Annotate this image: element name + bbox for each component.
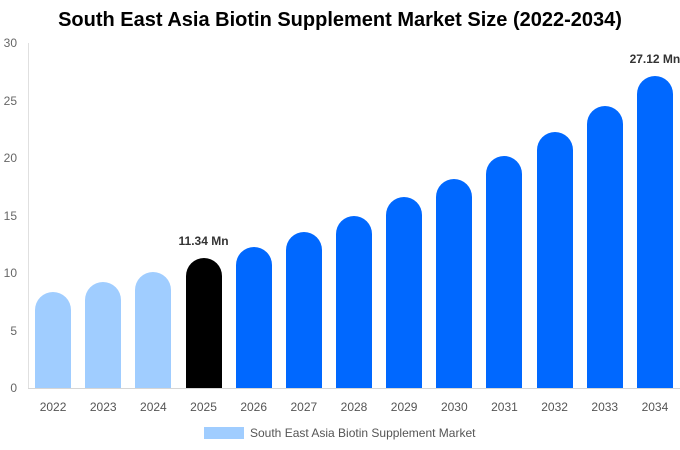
- bar-2034[interactable]: [636, 76, 673, 388]
- x-tick-label: 2032: [541, 400, 568, 414]
- x-tick-label: 2030: [440, 400, 468, 414]
- bar-2033[interactable]: [586, 106, 623, 388]
- y-tick-label: 30: [3, 36, 17, 50]
- y-tick-label: 25: [3, 93, 17, 108]
- value-label-2034: 27.12 Mn: [629, 52, 680, 67]
- legend[interactable]: South East Asia Biotin Supplement Market: [204, 426, 475, 440]
- y-tick-label: 0: [10, 381, 17, 395]
- x-tick-label: 2031: [491, 400, 518, 414]
- bar-2025[interactable]: [185, 257, 222, 388]
- x-axis-line: [28, 388, 680, 389]
- bar-2032[interactable]: [536, 131, 573, 388]
- x-tick-label: 2028: [340, 400, 368, 414]
- x-tick-label: 2027: [290, 400, 318, 414]
- x-tick-label: 2029: [390, 400, 418, 414]
- x-tick-label: 2033: [591, 400, 619, 414]
- x-tick-label: 2026: [240, 400, 268, 414]
- x-tick-label: 2023: [89, 400, 117, 414]
- y-tick-label: 15: [3, 208, 17, 223]
- bar-2030[interactable]: [436, 178, 473, 388]
- bar-2024[interactable]: [135, 271, 172, 388]
- x-tick-label: 2022: [39, 400, 67, 414]
- y-tick-label: 5: [10, 323, 17, 338]
- value-label-2025: 11.34 Mn: [178, 233, 229, 248]
- plot-area: [28, 43, 680, 388]
- bar-2023[interactable]: [85, 282, 122, 388]
- bar-2022[interactable]: [35, 291, 72, 388]
- x-tick-label: 2034: [641, 400, 669, 414]
- bar-2026[interactable]: [235, 246, 272, 388]
- x-tick-label: 2024: [140, 400, 167, 414]
- legend-swatch: [204, 427, 244, 439]
- chart-title: South East Asia Biotin Supplement Market…: [58, 9, 622, 31]
- y-tick-label: 10: [3, 266, 17, 280]
- y-tick-label: 20: [3, 151, 17, 165]
- bar-2028[interactable]: [336, 215, 372, 388]
- legend-label: South East Asia Biotin Supplement Market: [250, 426, 476, 440]
- bar-2027[interactable]: [285, 231, 322, 388]
- y-axis-line: [28, 43, 29, 388]
- bar-2031[interactable]: [486, 155, 523, 388]
- bar-2029[interactable]: [386, 197, 423, 388]
- x-tick-label: 2025: [190, 400, 217, 414]
